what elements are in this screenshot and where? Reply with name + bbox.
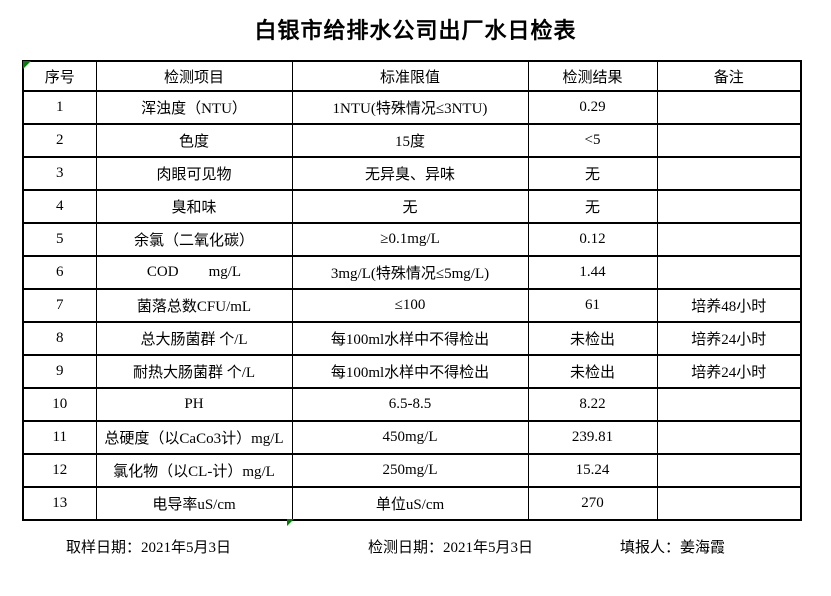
- table-row: 2 色度 15度 <5: [22, 123, 802, 158]
- cell-test-result: 0.12: [527, 222, 658, 257]
- cell-standard-limit: 无: [291, 189, 529, 224]
- cell-serial-number: 5: [22, 222, 97, 257]
- header-remark: 备注: [656, 60, 802, 92]
- table-header-row: 序号 检测项目 标准限值 检测结果 备注: [22, 60, 802, 92]
- table-row: 10 PH 6.5-8.5 8.22: [22, 387, 802, 422]
- page-title: 白银市给排水公司出厂水日检表: [254, 18, 577, 43]
- cell-remark: 培养24小时: [656, 321, 802, 356]
- table-row: 12 氯化物（以CL-计）mg/L 250mg/L 15.24: [22, 453, 802, 488]
- cell-test-item: 总硬度（以CaCo3计）mg/L: [95, 420, 293, 455]
- cell-remark: [656, 255, 802, 290]
- cell-test-result: 1.44: [527, 255, 658, 290]
- table-row: 13 电导率uS/cm 单位uS/cm 270: [22, 486, 802, 521]
- table-row: 8 总大肠菌群 个/L 每100ml水样中不得检出 未检出 培养24小时: [22, 321, 802, 356]
- cell-remark: [656, 123, 802, 158]
- cell-serial-number: 12: [22, 453, 97, 488]
- header-serial-number: 序号: [22, 60, 97, 92]
- cell-standard-limit: 15度: [291, 123, 529, 158]
- cell-standard-limit: 1NTU(特殊情况≤3NTU): [291, 90, 529, 125]
- cell-standard-limit: 每100ml水样中不得检出: [291, 321, 529, 356]
- cell-standard-limit: ≤100: [291, 288, 529, 323]
- cell-test-result: 15.24: [527, 453, 658, 488]
- cell-test-result: 239.81: [527, 420, 658, 455]
- cell-test-result: 61: [527, 288, 658, 323]
- table-row: 3 肉眼可见物 无异臭、异味无: [22, 156, 802, 191]
- cell-standard-limit: 单位uS/cm: [291, 486, 529, 521]
- table-row: 9 耐热大肠菌群 个/L 每100ml水样中不得检出 未检出 培养24小时: [22, 354, 802, 389]
- cell-remark: [656, 156, 802, 191]
- cell-serial-number: 7: [22, 288, 97, 323]
- green-corner-marker-icon: [287, 519, 294, 526]
- table-row: 4 臭和味无无: [22, 189, 802, 224]
- table-row: 6 COD mg/L 3mg/L(特殊情况≤5mg/L) 1.44: [22, 255, 802, 290]
- cell-standard-limit: 3mg/L(特殊情况≤5mg/L): [291, 255, 529, 290]
- cell-test-item: PH: [95, 387, 293, 422]
- header-standard-limit: 标准限值: [291, 60, 529, 92]
- cell-test-result: 未检出: [527, 321, 658, 356]
- cell-test-result: 0.29: [527, 90, 658, 125]
- cell-test-item: 肉眼可见物: [95, 156, 293, 191]
- cell-test-item: 余氯（二氧化碳）: [95, 222, 293, 257]
- cell-test-item: 耐热大肠菌群 个/L: [95, 354, 293, 389]
- cell-standard-limit: 6.5-8.5: [291, 387, 529, 422]
- table-row: 7 菌落总数CFU/mL ≤100 61 培养48小时: [22, 288, 802, 323]
- footer: 取样日期：2021年5月3日 检测日期：2021年5月3日 填报人：姜海霞: [0, 536, 831, 558]
- cell-standard-limit: 无异臭、异味: [291, 156, 529, 191]
- table-row: 5 余氯（二氧化碳） ≥0.1mg/L 0.12: [22, 222, 802, 257]
- green-corner-marker-icon: [23, 61, 31, 69]
- cell-test-item: COD mg/L: [95, 255, 293, 290]
- table-header: 序号 检测项目 标准限值 检测结果 备注: [22, 60, 802, 92]
- cell-remark: [656, 387, 802, 422]
- cell-serial-number: 1: [22, 90, 97, 125]
- cell-remark: 培养24小时: [656, 354, 802, 389]
- cell-remark: [656, 90, 802, 125]
- cell-remark: [656, 486, 802, 521]
- cell-test-result: 270: [527, 486, 658, 521]
- cell-test-item: 电导率uS/cm: [95, 486, 293, 521]
- table-row: 11 总硬度（以CaCo3计）mg/L 450mg/L 239.81: [22, 420, 802, 455]
- cell-standard-limit: ≥0.1mg/L: [291, 222, 529, 257]
- cell-test-result: 无: [527, 189, 658, 224]
- cell-remark: 培养48小时: [656, 288, 802, 323]
- header-test-result: 检测结果: [527, 60, 658, 92]
- cell-serial-number: 8: [22, 321, 97, 356]
- inspection-table: 序号 检测项目 标准限值 检测结果 备注 1 浑浊度（NTU） 1NTU(特殊情况≤…: [22, 60, 802, 521]
- cell-serial-number: 2: [22, 123, 97, 158]
- cell-remark: [656, 453, 802, 488]
- test-date-label: 检测日期：2021年5月3日: [368, 540, 534, 556]
- cell-test-result: 8.22: [527, 387, 658, 422]
- cell-standard-limit: 每100ml水样中不得检出: [291, 354, 529, 389]
- cell-remark: [656, 189, 802, 224]
- table-body: 1 浑浊度（NTU） 1NTU(特殊情况≤3NTU) 0.29 2 色度 15度 <5 3 肉眼可…: [22, 90, 802, 521]
- cell-test-item: 氯化物（以CL-计）mg/L: [95, 453, 293, 488]
- cell-test-result: 无: [527, 156, 658, 191]
- cell-serial-number: 13: [22, 486, 97, 521]
- cell-serial-number: 3: [22, 156, 97, 191]
- cell-test-item: 色度: [95, 123, 293, 158]
- cell-remark: [656, 420, 802, 455]
- cell-standard-limit: 250mg/L: [291, 453, 529, 488]
- cell-test-item: 臭和味: [95, 189, 293, 224]
- cell-serial-number: 11: [22, 420, 97, 455]
- cell-test-item: 总大肠菌群 个/L: [95, 321, 293, 356]
- cell-remark: [656, 222, 802, 257]
- table-row: 1 浑浊度（NTU） 1NTU(特殊情况≤3NTU) 0.29: [22, 90, 802, 125]
- cell-test-result: 未检出: [527, 354, 658, 389]
- reporter-label: 填报人：姜海霞: [620, 540, 726, 556]
- cell-serial-number: 10: [22, 387, 97, 422]
- cell-serial-number: 9: [22, 354, 97, 389]
- cell-test-result: <5: [527, 123, 658, 158]
- header-test-item: 检测项目: [95, 60, 293, 92]
- cell-standard-limit: 450mg/L: [291, 420, 529, 455]
- sampling-date-label: 取样日期：2021年5月3日: [66, 540, 232, 556]
- cell-serial-number: 4: [22, 189, 97, 224]
- cell-test-item: 菌落总数CFU/mL: [95, 288, 293, 323]
- cell-test-item: 浑浊度（NTU）: [95, 90, 293, 125]
- cell-serial-number: 6: [22, 255, 97, 290]
